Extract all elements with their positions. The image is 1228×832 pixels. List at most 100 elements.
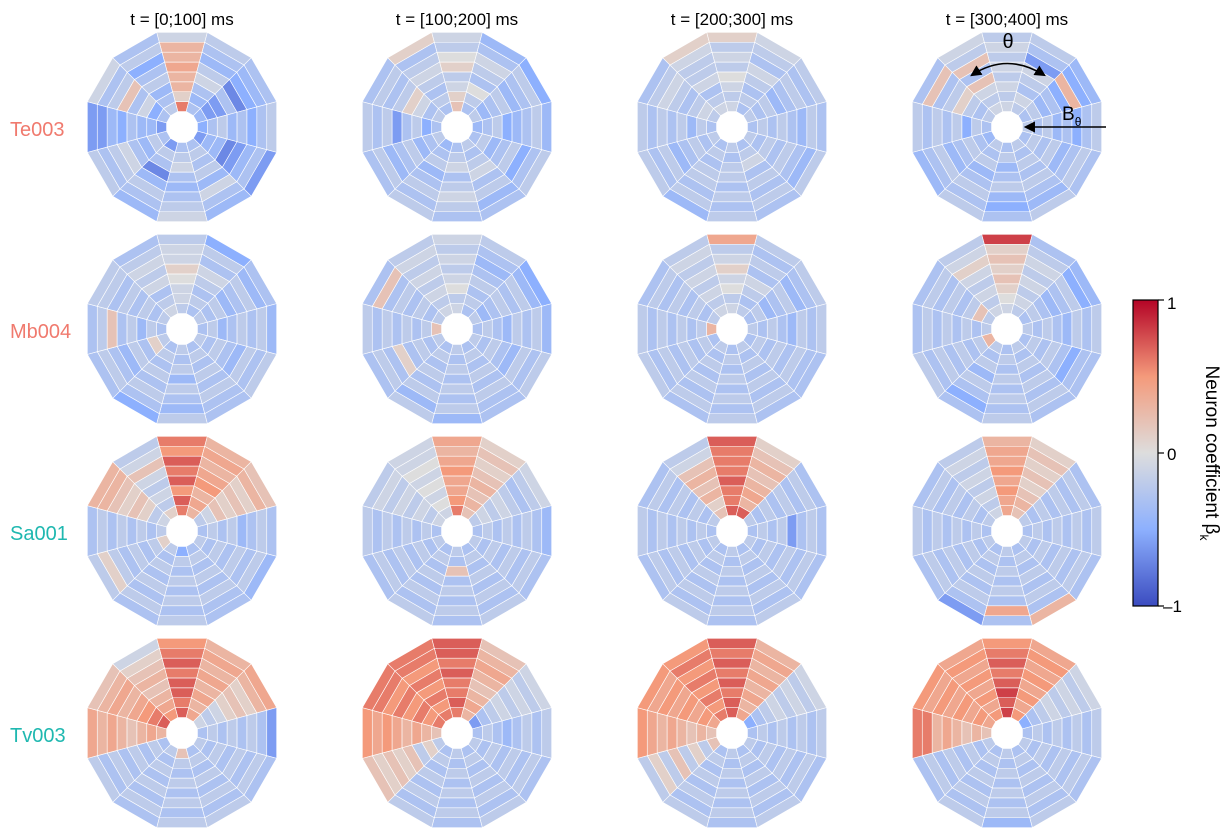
- heatmap-cell: [482, 319, 493, 339]
- heatmap-cell: [381, 106, 393, 148]
- heatmap-cell: [994, 767, 1020, 779]
- heatmap-cell: [983, 605, 1031, 617]
- heatmap-cell: [706, 211, 758, 222]
- heatmap-cell: [786, 715, 798, 751]
- heatmap-cell: [371, 709, 383, 757]
- center-hole: [167, 112, 197, 142]
- heatmap-cell: [714, 263, 750, 275]
- panel-mb004-col-3: [636, 233, 828, 425]
- heatmap-cell: [708, 403, 756, 415]
- heatmap-cell: [757, 319, 768, 339]
- colorbar-gradient: [1132, 299, 1159, 607]
- heatmap-cell: [411, 720, 423, 746]
- heatmap-cell: [997, 697, 1017, 708]
- heatmap-cell: [391, 311, 403, 347]
- panel-grid: [86, 31, 1103, 829]
- heatmap-cell: [439, 383, 475, 395]
- heatmap-cell: [216, 720, 228, 746]
- column-title-4: t = [300;400] ms: [946, 10, 1068, 29]
- heatmap-cell: [447, 354, 467, 365]
- center-hole: [992, 516, 1022, 546]
- heatmap-cell: [436, 393, 478, 405]
- heatmap-cell: [158, 41, 206, 53]
- heatmap-cell: [541, 303, 552, 355]
- theta-label: θ: [1002, 31, 1013, 53]
- heatmap-cell: [666, 513, 678, 549]
- heatmap-cell: [521, 712, 533, 754]
- colorbar-tick-label-min: –1: [1163, 597, 1182, 616]
- heatmap-cell: [989, 585, 1025, 597]
- heatmap-cell: [266, 101, 277, 153]
- heatmap-cell: [146, 723, 157, 743]
- heatmap-cell: [491, 114, 503, 140]
- heatmap-cell: [158, 403, 206, 415]
- heatmap-cell: [444, 565, 470, 577]
- heatmap-cell: [482, 117, 493, 137]
- heatmap-cell: [994, 565, 1020, 577]
- heatmap-cell: [96, 507, 108, 555]
- heatmap-cell: [172, 697, 192, 708]
- heatmap-cell: [158, 201, 206, 213]
- heatmap-cell: [646, 305, 658, 353]
- heatmap-cell: [146, 319, 157, 339]
- heatmap-cell: [166, 373, 198, 385]
- heatmap-cell: [1091, 707, 1102, 759]
- heatmap-cell: [662, 233, 710, 268]
- heatmap-cell: [362, 101, 373, 153]
- panel-tv003-col-1: [86, 637, 278, 829]
- panel-sa001-col-1: [86, 435, 278, 627]
- heatmap-cell: [796, 712, 808, 754]
- heatmap-cell: [994, 485, 1020, 497]
- heatmap-cell: [656, 510, 668, 552]
- heatmap-cell: [991, 171, 1023, 183]
- heatmap-cell: [722, 556, 742, 567]
- heatmap-cell: [433, 807, 481, 819]
- heatmap-cell: [719, 767, 745, 779]
- heatmap-cell: [431, 615, 483, 626]
- heatmap-cell: [96, 103, 108, 151]
- heatmap-cell: [172, 758, 192, 769]
- heatmap-cell: [431, 32, 483, 43]
- heatmap-cell: [637, 101, 648, 153]
- heatmap-cell: [161, 393, 203, 405]
- heatmap-cell: [112, 233, 160, 268]
- heatmap-cell: [431, 638, 483, 649]
- heatmap-cell: [706, 413, 758, 424]
- heatmap-cell: [436, 595, 478, 607]
- row-label-sa001: Sa001: [10, 523, 68, 545]
- panel-te003-col-1: [86, 31, 278, 223]
- heatmap-cell: [931, 712, 943, 754]
- heatmap-cell: [236, 715, 248, 751]
- heatmap-cell: [87, 505, 98, 557]
- heatmap-cell: [531, 507, 543, 555]
- heatmap-cell: [436, 455, 478, 467]
- heatmap-cell: [226, 313, 238, 345]
- b-theta-annotation: Bθ: [1023, 104, 1106, 133]
- center-hole: [442, 516, 472, 546]
- heatmap-cell: [1081, 305, 1093, 353]
- heatmap-cell: [646, 103, 658, 151]
- heatmap-cell: [126, 111, 138, 143]
- heatmap-cell: [172, 91, 192, 102]
- heatmap-cell: [436, 253, 478, 265]
- heatmap-cell: [997, 556, 1017, 567]
- heatmap-cell: [106, 106, 118, 148]
- heatmap-cell: [983, 647, 1031, 659]
- heatmap-cell: [511, 715, 523, 751]
- heatmap-cell: [511, 513, 523, 549]
- heatmap-cell: [981, 436, 1033, 447]
- heatmap-cell: [236, 513, 248, 549]
- heatmap-cell: [521, 308, 533, 350]
- heatmap-cell: [997, 495, 1017, 506]
- heatmap-cell: [662, 637, 710, 672]
- heatmap-cell: [401, 515, 413, 547]
- heatmap-cell: [216, 316, 228, 342]
- heatmap-cell: [441, 475, 473, 487]
- heatmap-cell: [714, 787, 750, 799]
- heatmap-cell: [169, 687, 195, 699]
- heatmap-cell: [441, 575, 473, 587]
- heatmap-cell: [983, 243, 1031, 255]
- heatmap-cell: [541, 505, 552, 557]
- heatmap-cell: [806, 305, 818, 353]
- heatmap-cell: [997, 293, 1017, 304]
